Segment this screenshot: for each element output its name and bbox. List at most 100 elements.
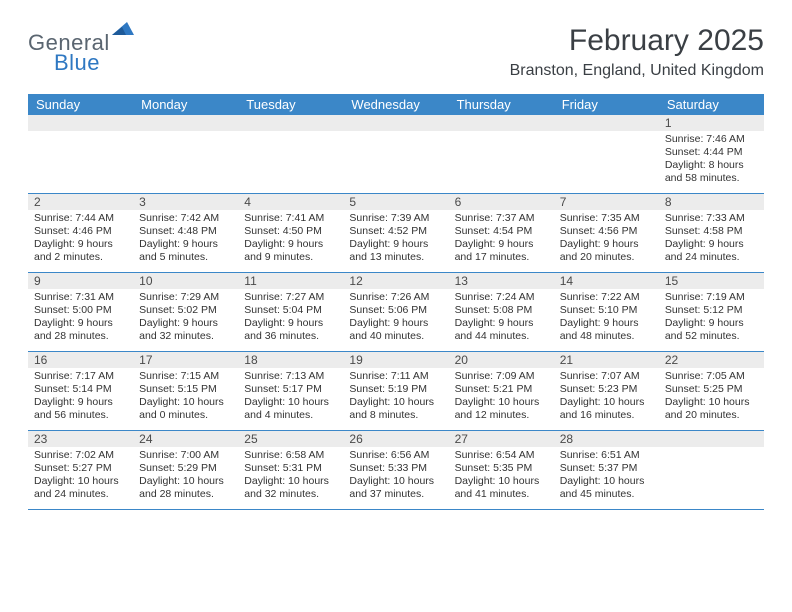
weekday-header: Saturday bbox=[659, 94, 764, 115]
sunset-line: Sunset: 4:50 PM bbox=[244, 225, 337, 238]
sunset-line: Sunset: 5:31 PM bbox=[244, 462, 337, 475]
month-title: February 2025 bbox=[510, 24, 764, 58]
day-cell: 6 Sunrise: 7:37 AMSunset: 4:54 PMDaylight… bbox=[449, 194, 554, 272]
daylight-line: Daylight: 10 hours and 0 minutes. bbox=[139, 396, 232, 422]
header: General Blue February 2025 Branston, Eng… bbox=[28, 24, 764, 80]
daylight-line: Daylight: 10 hours and 20 minutes. bbox=[665, 396, 758, 422]
daylight-line: Daylight: 9 hours and 40 minutes. bbox=[349, 317, 442, 343]
sunset-line: Sunset: 4:54 PM bbox=[455, 225, 548, 238]
daylight-line: Daylight: 9 hours and 36 minutes. bbox=[244, 317, 337, 343]
day-cell: 12Sunrise: 7:26 AMSunset: 5:06 PMDayligh… bbox=[343, 273, 448, 351]
sunrise-line: Sunrise: 7:11 AM bbox=[349, 370, 442, 383]
weekday-header: Thursday bbox=[449, 94, 554, 115]
day-number: 10 bbox=[133, 273, 238, 289]
day-number: 6 bbox=[449, 194, 554, 210]
empty-day-bar bbox=[238, 115, 343, 131]
day-cell: 21Sunrise: 7:07 AMSunset: 5:23 PMDayligh… bbox=[554, 352, 659, 430]
sunset-line: Sunset: 5:15 PM bbox=[139, 383, 232, 396]
day-cell: 2 Sunrise: 7:44 AMSunset: 4:46 PMDaylight… bbox=[28, 194, 133, 272]
sunrise-line: Sunrise: 7:37 AM bbox=[455, 212, 548, 225]
day-body: Sunrise: 7:41 AMSunset: 4:50 PMDaylight:… bbox=[244, 212, 337, 265]
sunrise-line: Sunrise: 7:02 AM bbox=[34, 449, 127, 462]
day-number: 26 bbox=[343, 431, 448, 447]
day-body: Sunrise: 7:22 AMSunset: 5:10 PMDaylight:… bbox=[560, 291, 653, 344]
day-body: Sunrise: 7:37 AMSunset: 4:54 PMDaylight:… bbox=[455, 212, 548, 265]
day-body: Sunrise: 7:11 AMSunset: 5:19 PMDaylight:… bbox=[349, 370, 442, 423]
day-cell: 9Sunrise: 7:31 AMSunset: 5:00 PMDaylight… bbox=[28, 273, 133, 351]
day-body: Sunrise: 7:00 AMSunset: 5:29 PMDaylight:… bbox=[139, 449, 232, 502]
day-number: 17 bbox=[133, 352, 238, 368]
day-body: Sunrise: 6:58 AMSunset: 5:31 PMDaylight:… bbox=[244, 449, 337, 502]
sunset-line: Sunset: 5:35 PM bbox=[455, 462, 548, 475]
day-cell: 17Sunrise: 7:15 AMSunset: 5:15 PMDayligh… bbox=[133, 352, 238, 430]
day-number: 11 bbox=[238, 273, 343, 289]
day-cell: 28Sunrise: 6:51 AMSunset: 5:37 PMDayligh… bbox=[554, 431, 659, 509]
logo-word2: Blue bbox=[54, 50, 134, 76]
day-body: Sunrise: 7:07 AMSunset: 5:23 PMDaylight:… bbox=[560, 370, 653, 423]
sunset-line: Sunset: 5:29 PM bbox=[139, 462, 232, 475]
day-number: 1 bbox=[659, 115, 764, 131]
day-cell: 5 Sunrise: 7:39 AMSunset: 4:52 PMDaylight… bbox=[343, 194, 448, 272]
day-body: Sunrise: 7:19 AMSunset: 5:12 PMDaylight:… bbox=[665, 291, 758, 344]
title-block: February 2025 Branston, England, United … bbox=[510, 24, 764, 80]
day-body: Sunrise: 7:44 AMSunset: 4:46 PMDaylight:… bbox=[34, 212, 127, 265]
day-body: Sunrise: 7:46 AMSunset: 4:44 PMDaylight:… bbox=[665, 133, 758, 186]
weekday-header: Monday bbox=[133, 94, 238, 115]
sunrise-line: Sunrise: 6:56 AM bbox=[349, 449, 442, 462]
day-cell: 8 Sunrise: 7:33 AMSunset: 4:58 PMDaylight… bbox=[659, 194, 764, 272]
day-cell: 13Sunrise: 7:24 AMSunset: 5:08 PMDayligh… bbox=[449, 273, 554, 351]
day-cell: 16Sunrise: 7:17 AMSunset: 5:14 PMDayligh… bbox=[28, 352, 133, 430]
calendar-page: General Blue February 2025 Branston, Eng… bbox=[0, 0, 792, 530]
day-cell: 3Sunrise: 7:42 AMSunset: 4:48 PMDaylight… bbox=[133, 194, 238, 272]
empty-day-bar bbox=[554, 115, 659, 131]
logo: General Blue bbox=[28, 24, 134, 76]
sunset-line: Sunset: 5:10 PM bbox=[560, 304, 653, 317]
sunset-line: Sunset: 5:04 PM bbox=[244, 304, 337, 317]
daylight-line: Daylight: 9 hours and 24 minutes. bbox=[665, 238, 758, 264]
day-body: Sunrise: 6:56 AMSunset: 5:33 PMDaylight:… bbox=[349, 449, 442, 502]
sunset-line: Sunset: 4:46 PM bbox=[34, 225, 127, 238]
sunrise-line: Sunrise: 7:26 AM bbox=[349, 291, 442, 304]
weeks-container: 1 Sunrise: 7:46 AMSunset: 4:44 PMDaylight… bbox=[28, 115, 764, 510]
day-cell: 7Sunrise: 7:35 AMSunset: 4:56 PMDaylight… bbox=[554, 194, 659, 272]
daylight-line: Daylight: 10 hours and 45 minutes. bbox=[560, 475, 653, 501]
day-number: 25 bbox=[238, 431, 343, 447]
day-body: Sunrise: 6:54 AMSunset: 5:35 PMDaylight:… bbox=[455, 449, 548, 502]
sunrise-line: Sunrise: 7:24 AM bbox=[455, 291, 548, 304]
day-cell: 25 Sunrise: 6:58 AMSunset: 5:31 PMDayligh… bbox=[238, 431, 343, 509]
day-number: 8 bbox=[659, 194, 764, 210]
day-number: 5 bbox=[343, 194, 448, 210]
sunrise-line: Sunrise: 7:31 AM bbox=[34, 291, 127, 304]
weekday-header: Wednesday bbox=[343, 94, 448, 115]
day-number: 27 bbox=[449, 431, 554, 447]
sunrise-line: Sunrise: 7:19 AM bbox=[665, 291, 758, 304]
day-body: Sunrise: 7:13 AMSunset: 5:17 PMDaylight:… bbox=[244, 370, 337, 423]
day-cell: 18Sunrise: 7:13 AMSunset: 5:17 PMDayligh… bbox=[238, 352, 343, 430]
location-subtitle: Branston, England, United Kingdom bbox=[510, 62, 764, 80]
daylight-line: Daylight: 9 hours and 5 minutes. bbox=[139, 238, 232, 264]
day-number: 22 bbox=[659, 352, 764, 368]
weekday-header: Sunday bbox=[28, 94, 133, 115]
day-cell bbox=[659, 431, 764, 509]
empty-day-bar bbox=[659, 431, 764, 447]
sunrise-line: Sunrise: 6:51 AM bbox=[560, 449, 653, 462]
week-row: 23Sunrise: 7:02 AMSunset: 5:27 PMDayligh… bbox=[28, 431, 764, 510]
day-body: Sunrise: 7:31 AMSunset: 5:00 PMDaylight:… bbox=[34, 291, 127, 344]
daylight-line: Daylight: 9 hours and 28 minutes. bbox=[34, 317, 127, 343]
day-number: 19 bbox=[343, 352, 448, 368]
day-cell bbox=[343, 115, 448, 193]
daylight-line: Daylight: 9 hours and 56 minutes. bbox=[34, 396, 127, 422]
sunset-line: Sunset: 5:25 PM bbox=[665, 383, 758, 396]
day-body: Sunrise: 7:39 AMSunset: 4:52 PMDaylight:… bbox=[349, 212, 442, 265]
sunset-line: Sunset: 4:44 PM bbox=[665, 146, 758, 159]
daylight-line: Daylight: 9 hours and 32 minutes. bbox=[139, 317, 232, 343]
sunrise-line: Sunrise: 7:07 AM bbox=[560, 370, 653, 383]
sunrise-line: Sunrise: 7:17 AM bbox=[34, 370, 127, 383]
day-cell: 27 Sunrise: 6:54 AMSunset: 5:35 PMDayligh… bbox=[449, 431, 554, 509]
sunset-line: Sunset: 4:56 PM bbox=[560, 225, 653, 238]
day-cell: 24Sunrise: 7:00 AMSunset: 5:29 PMDayligh… bbox=[133, 431, 238, 509]
week-row: 9Sunrise: 7:31 AMSunset: 5:00 PMDaylight… bbox=[28, 273, 764, 352]
day-body: Sunrise: 7:33 AMSunset: 4:58 PMDaylight:… bbox=[665, 212, 758, 265]
day-number: 2 bbox=[28, 194, 133, 210]
sunset-line: Sunset: 5:37 PM bbox=[560, 462, 653, 475]
